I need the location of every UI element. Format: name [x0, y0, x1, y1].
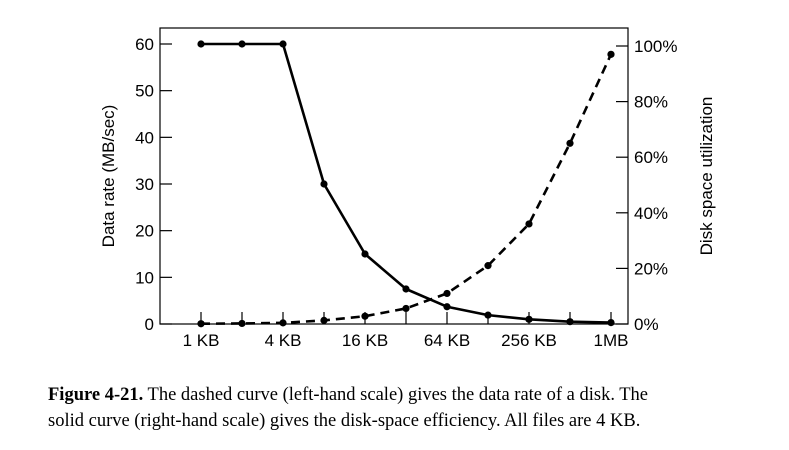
left-tick-label: 10	[135, 268, 154, 287]
x-tick-label: 1 KB	[183, 331, 220, 350]
left-tick-label: 30	[135, 175, 154, 194]
left-axis-title: Data rate (MB/sec)	[99, 105, 118, 248]
solid-series-point	[361, 250, 369, 258]
series-layer	[197, 40, 615, 328]
x-tick-label: 4 KB	[265, 331, 302, 350]
dashed-series-point	[607, 50, 615, 58]
caption-label: Figure 4-21.	[48, 385, 144, 405]
right-axis-ticks: 0% 20% 40% 60% 80% 100%	[616, 37, 677, 334]
solid-series-line	[201, 42, 612, 324]
left-tick-label: 0	[145, 315, 154, 334]
left-tick-label: 20	[135, 222, 154, 241]
dashed-series-point	[279, 319, 287, 327]
dashed-series-line	[200, 53, 613, 326]
dashed-series-point	[525, 220, 533, 228]
dashed-series-point	[566, 139, 574, 147]
solid-series-point	[279, 40, 287, 48]
solid-series-point	[238, 40, 246, 48]
right-tick-label: 40%	[634, 204, 668, 223]
x-tick-label: 256 KB	[501, 331, 557, 350]
solid-series-point	[320, 180, 328, 188]
right-tick-label: 60%	[634, 148, 668, 167]
dashed-series-point	[320, 316, 328, 324]
x-tick-label: 64 KB	[424, 331, 470, 350]
solid-series-point	[197, 40, 205, 48]
right-tick-label: 0%	[634, 315, 659, 334]
right-tick-label: 20%	[634, 259, 668, 278]
caption-line-1: The dashed curve (left-hand scale) gives…	[147, 385, 649, 405]
left-tick-label: 60	[135, 35, 154, 54]
right-axis-title: Disk space utilization	[697, 97, 716, 256]
plot-frame	[159, 27, 629, 325]
dashed-series-point	[443, 289, 451, 298]
solid-series-point	[607, 319, 615, 327]
x-tick-label: 1MB	[594, 331, 629, 350]
solid-series-point	[566, 318, 574, 326]
dashed-series-point	[361, 312, 369, 320]
dashed-series-point	[197, 320, 205, 328]
left-tick-label: 50	[135, 82, 154, 101]
right-tick-label: 80%	[634, 93, 668, 112]
solid-series-point	[443, 303, 451, 311]
x-tick-label: 16 KB	[342, 331, 388, 350]
solid-series-point	[402, 285, 410, 293]
left-tick-label: 40	[135, 128, 154, 147]
dashed-series-point	[484, 262, 492, 270]
x-axis-ticks: 1 KB 4 KB 16 KB 64 KB 256 KB 1MB	[183, 312, 629, 350]
dashed-series-point	[238, 319, 246, 328]
dashed-series-point	[402, 304, 410, 313]
left-axis-ticks: 0 10 20 30 40 50 60	[135, 35, 172, 334]
solid-series-point	[525, 315, 533, 323]
caption-line-2: solid curve (right-hand scale) gives the…	[48, 411, 641, 431]
right-tick-label: 100%	[634, 37, 677, 56]
figure-caption: Figure 4-21. The dashed curve (left-hand…	[48, 382, 768, 434]
chart: 0 10 20 30 40 50 60 0% 20% 40% 60% 80% 100% 1 KB 4 K…	[99, 27, 716, 350]
solid-series-point	[484, 311, 492, 319]
